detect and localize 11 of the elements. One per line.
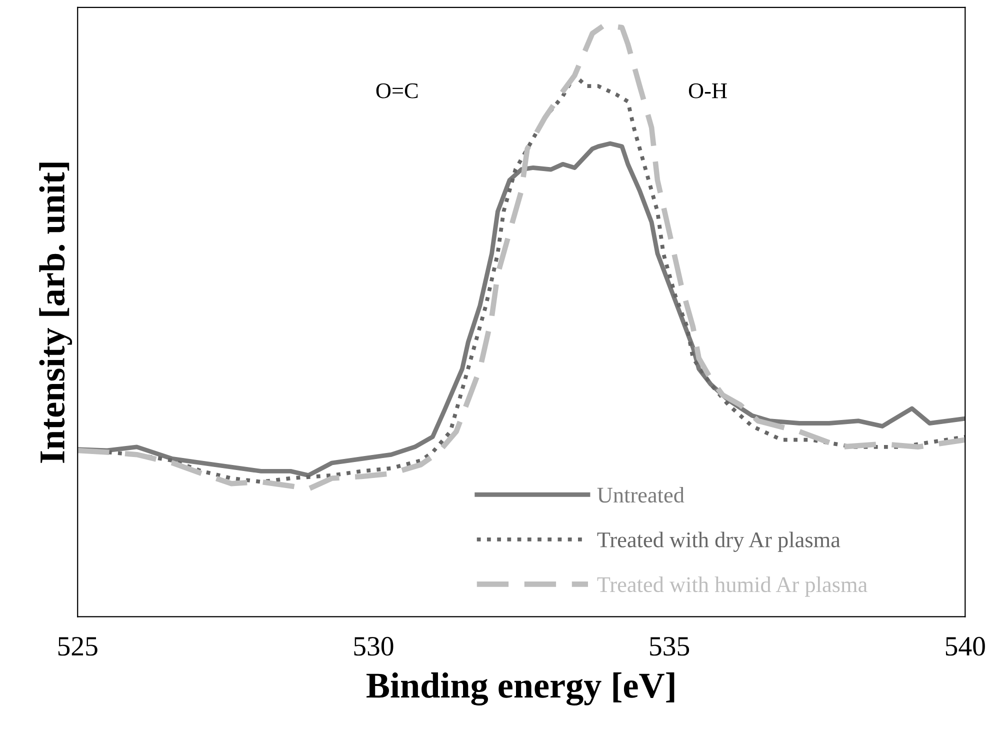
text: Treated with humid Ar plasma xyxy=(597,576,868,597)
x-tick-label: 535 xyxy=(650,637,690,656)
x-tick-label: 530 xyxy=(354,636,394,656)
text: Untreated xyxy=(597,487,684,503)
x-axis-title: Binding energy [eV] xyxy=(366,672,674,706)
annotation: O=C xyxy=(376,83,418,98)
text: Treated with dry Ar plasma xyxy=(597,532,840,552)
x-tick-label: 540 xyxy=(946,636,985,656)
y-axis-title: Intensity [arb. unit] xyxy=(39,162,72,463)
x-tick-label: 525 xyxy=(58,637,98,656)
annotation: O-H xyxy=(688,83,727,98)
